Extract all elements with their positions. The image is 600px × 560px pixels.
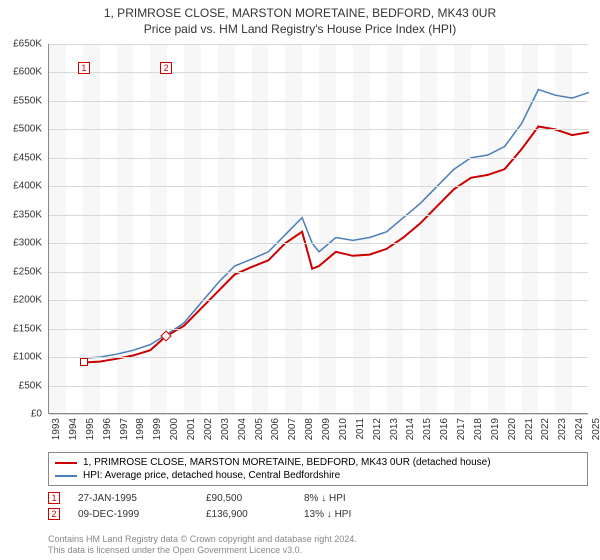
x-axis-label: 1994 <box>68 418 79 440</box>
y-axis-label: £550K <box>0 95 42 106</box>
sale-price: £90,500 <box>206 493 286 504</box>
legend-swatch <box>55 475 77 477</box>
x-axis-label: 2006 <box>270 418 281 440</box>
y-axis-label: £150K <box>0 323 42 334</box>
footer-attribution: Contains HM Land Registry data © Crown c… <box>48 534 588 556</box>
legend-swatch <box>55 462 77 464</box>
legend-label: HPI: Average price, detached house, Cent… <box>83 470 340 481</box>
sale-marker-label-1: 1 <box>78 62 90 74</box>
x-axis-label: 2003 <box>220 418 231 440</box>
y-axis-label: £250K <box>0 266 42 277</box>
grid-line <box>49 158 588 159</box>
title-line-1: 1, PRIMROSE CLOSE, MARSTON MORETAINE, BE… <box>0 6 600 22</box>
x-axis-label: 1999 <box>152 418 163 440</box>
legend-label: 1, PRIMROSE CLOSE, MARSTON MORETAINE, BE… <box>83 457 491 468</box>
grid-line <box>49 129 588 130</box>
y-axis-label: £500K <box>0 124 42 135</box>
series-price_paid <box>84 127 589 363</box>
y-axis-label: £600K <box>0 67 42 78</box>
grid-line <box>49 243 588 244</box>
x-axis-label: 2018 <box>473 418 484 440</box>
x-axis-label: 1998 <box>135 418 146 440</box>
sale-price: £136,900 <box>206 509 286 520</box>
x-axis-label: 1996 <box>102 418 113 440</box>
x-axis-label: 2008 <box>304 418 315 440</box>
y-axis-label: £450K <box>0 152 42 163</box>
chart-title: 1, PRIMROSE CLOSE, MARSTON MORETAINE, BE… <box>0 0 600 37</box>
sale-row: 1 27-JAN-1995 £90,500 8% ↓ HPI <box>48 490 588 506</box>
x-axis-label: 2016 <box>439 418 450 440</box>
sale-marker-label-2: 2 <box>160 62 172 74</box>
x-axis-label: 1995 <box>85 418 96 440</box>
sale-date: 09-DEC-1999 <box>78 509 188 520</box>
chart-container: 1, PRIMROSE CLOSE, MARSTON MORETAINE, BE… <box>0 0 600 560</box>
x-axis-label: 2000 <box>169 418 180 440</box>
x-axis-label: 2019 <box>490 418 501 440</box>
x-axis-label: 2022 <box>540 418 551 440</box>
grid-line <box>49 357 588 358</box>
x-axis-label: 2015 <box>422 418 433 440</box>
y-axis-label: £350K <box>0 209 42 220</box>
grid-line <box>49 272 588 273</box>
legend: 1, PRIMROSE CLOSE, MARSTON MORETAINE, BE… <box>48 452 588 486</box>
line-series-svg <box>49 44 589 414</box>
y-axis-label: £0 <box>0 409 42 420</box>
plot-box: 12 <box>48 44 588 414</box>
y-axis-label: £200K <box>0 295 42 306</box>
y-axis-label: £400K <box>0 181 42 192</box>
sale-number: 2 <box>48 508 60 520</box>
x-axis-label: 2025 <box>591 418 600 440</box>
x-axis-label: 2021 <box>524 418 535 440</box>
y-axis-label: £650K <box>0 39 42 50</box>
grid-line <box>49 72 588 73</box>
sale-marker-1 <box>80 358 88 366</box>
title-line-2: Price paid vs. HM Land Registry's House … <box>0 22 600 38</box>
x-axis-label: 2023 <box>557 418 568 440</box>
y-axis-label: £300K <box>0 238 42 249</box>
x-axis-label: 2024 <box>574 418 585 440</box>
sale-row: 2 09-DEC-1999 £136,900 13% ↓ HPI <box>48 506 588 522</box>
x-axis-label: 2001 <box>186 418 197 440</box>
grid-line <box>49 329 588 330</box>
y-axis-label: £50K <box>0 380 42 391</box>
x-axis-label: 2013 <box>389 418 400 440</box>
grid-line <box>49 101 588 102</box>
x-axis-label: 2017 <box>456 418 467 440</box>
y-axis-label: £100K <box>0 352 42 363</box>
sale-delta: 8% ↓ HPI <box>304 493 394 504</box>
legend-row: 1, PRIMROSE CLOSE, MARSTON MORETAINE, BE… <box>55 456 581 469</box>
grid-line <box>49 300 588 301</box>
footer-line-2: This data is licensed under the Open Gov… <box>48 545 588 556</box>
chart-plot-area: 12 £0£50K£100K£150K£200K£250K£300K£350K£… <box>48 44 588 414</box>
grid-line <box>49 186 588 187</box>
grid-line <box>49 215 588 216</box>
x-axis-label: 2002 <box>203 418 214 440</box>
sale-number: 1 <box>48 492 60 504</box>
grid-line <box>49 414 588 415</box>
grid-line <box>49 44 588 45</box>
x-axis-label: 2020 <box>507 418 518 440</box>
sale-date: 27-JAN-1995 <box>78 493 188 504</box>
x-axis-label: 2005 <box>254 418 265 440</box>
x-axis-label: 2012 <box>372 418 383 440</box>
x-axis-label: 2004 <box>237 418 248 440</box>
x-axis-label: 2010 <box>338 418 349 440</box>
x-axis-label: 2014 <box>405 418 416 440</box>
legend-row: HPI: Average price, detached house, Cent… <box>55 469 581 482</box>
sale-delta: 13% ↓ HPI <box>304 509 394 520</box>
sales-table: 1 27-JAN-1995 £90,500 8% ↓ HPI 2 09-DEC-1999 £… <box>48 490 588 522</box>
x-axis-label: 1993 <box>51 418 62 440</box>
x-axis-label: 1997 <box>119 418 130 440</box>
grid-line <box>49 386 588 387</box>
x-axis-label: 2011 <box>355 418 366 440</box>
x-axis-label: 2009 <box>321 418 332 440</box>
x-axis-label: 2007 <box>287 418 298 440</box>
footer-line-1: Contains HM Land Registry data © Crown c… <box>48 534 588 545</box>
